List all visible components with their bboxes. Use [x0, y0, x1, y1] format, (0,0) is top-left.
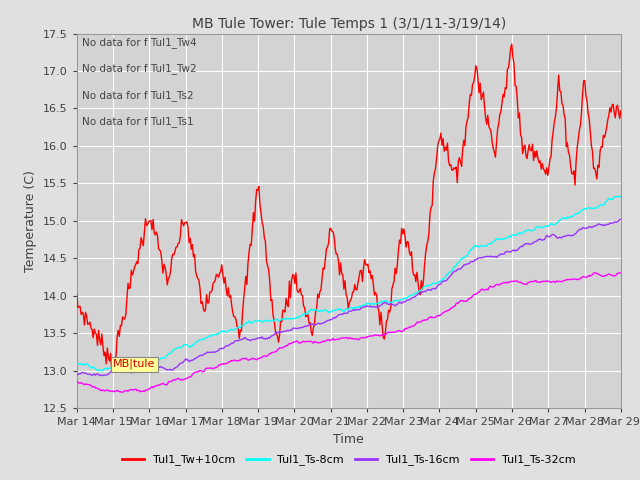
X-axis label: Time: Time — [333, 432, 364, 445]
Text: No data for f Tul1_Ts1: No data for f Tul1_Ts1 — [82, 116, 194, 127]
Title: MB Tule Tower: Tule Temps 1 (3/1/11-3/19/14): MB Tule Tower: Tule Temps 1 (3/1/11-3/19… — [191, 17, 506, 31]
Text: No data for f Tul1_Ts2: No data for f Tul1_Ts2 — [82, 90, 194, 101]
Text: No data for f Tul1_Tw4: No data for f Tul1_Tw4 — [82, 37, 197, 48]
Text: MB|tule: MB|tule — [113, 359, 156, 369]
Legend: Tul1_Tw+10cm, Tul1_Ts-8cm, Tul1_Ts-16cm, Tul1_Ts-32cm: Tul1_Tw+10cm, Tul1_Ts-8cm, Tul1_Ts-16cm,… — [118, 450, 580, 470]
Text: No data for f Tul1_Tw2: No data for f Tul1_Tw2 — [82, 63, 197, 74]
Y-axis label: Temperature (C): Temperature (C) — [24, 170, 38, 272]
